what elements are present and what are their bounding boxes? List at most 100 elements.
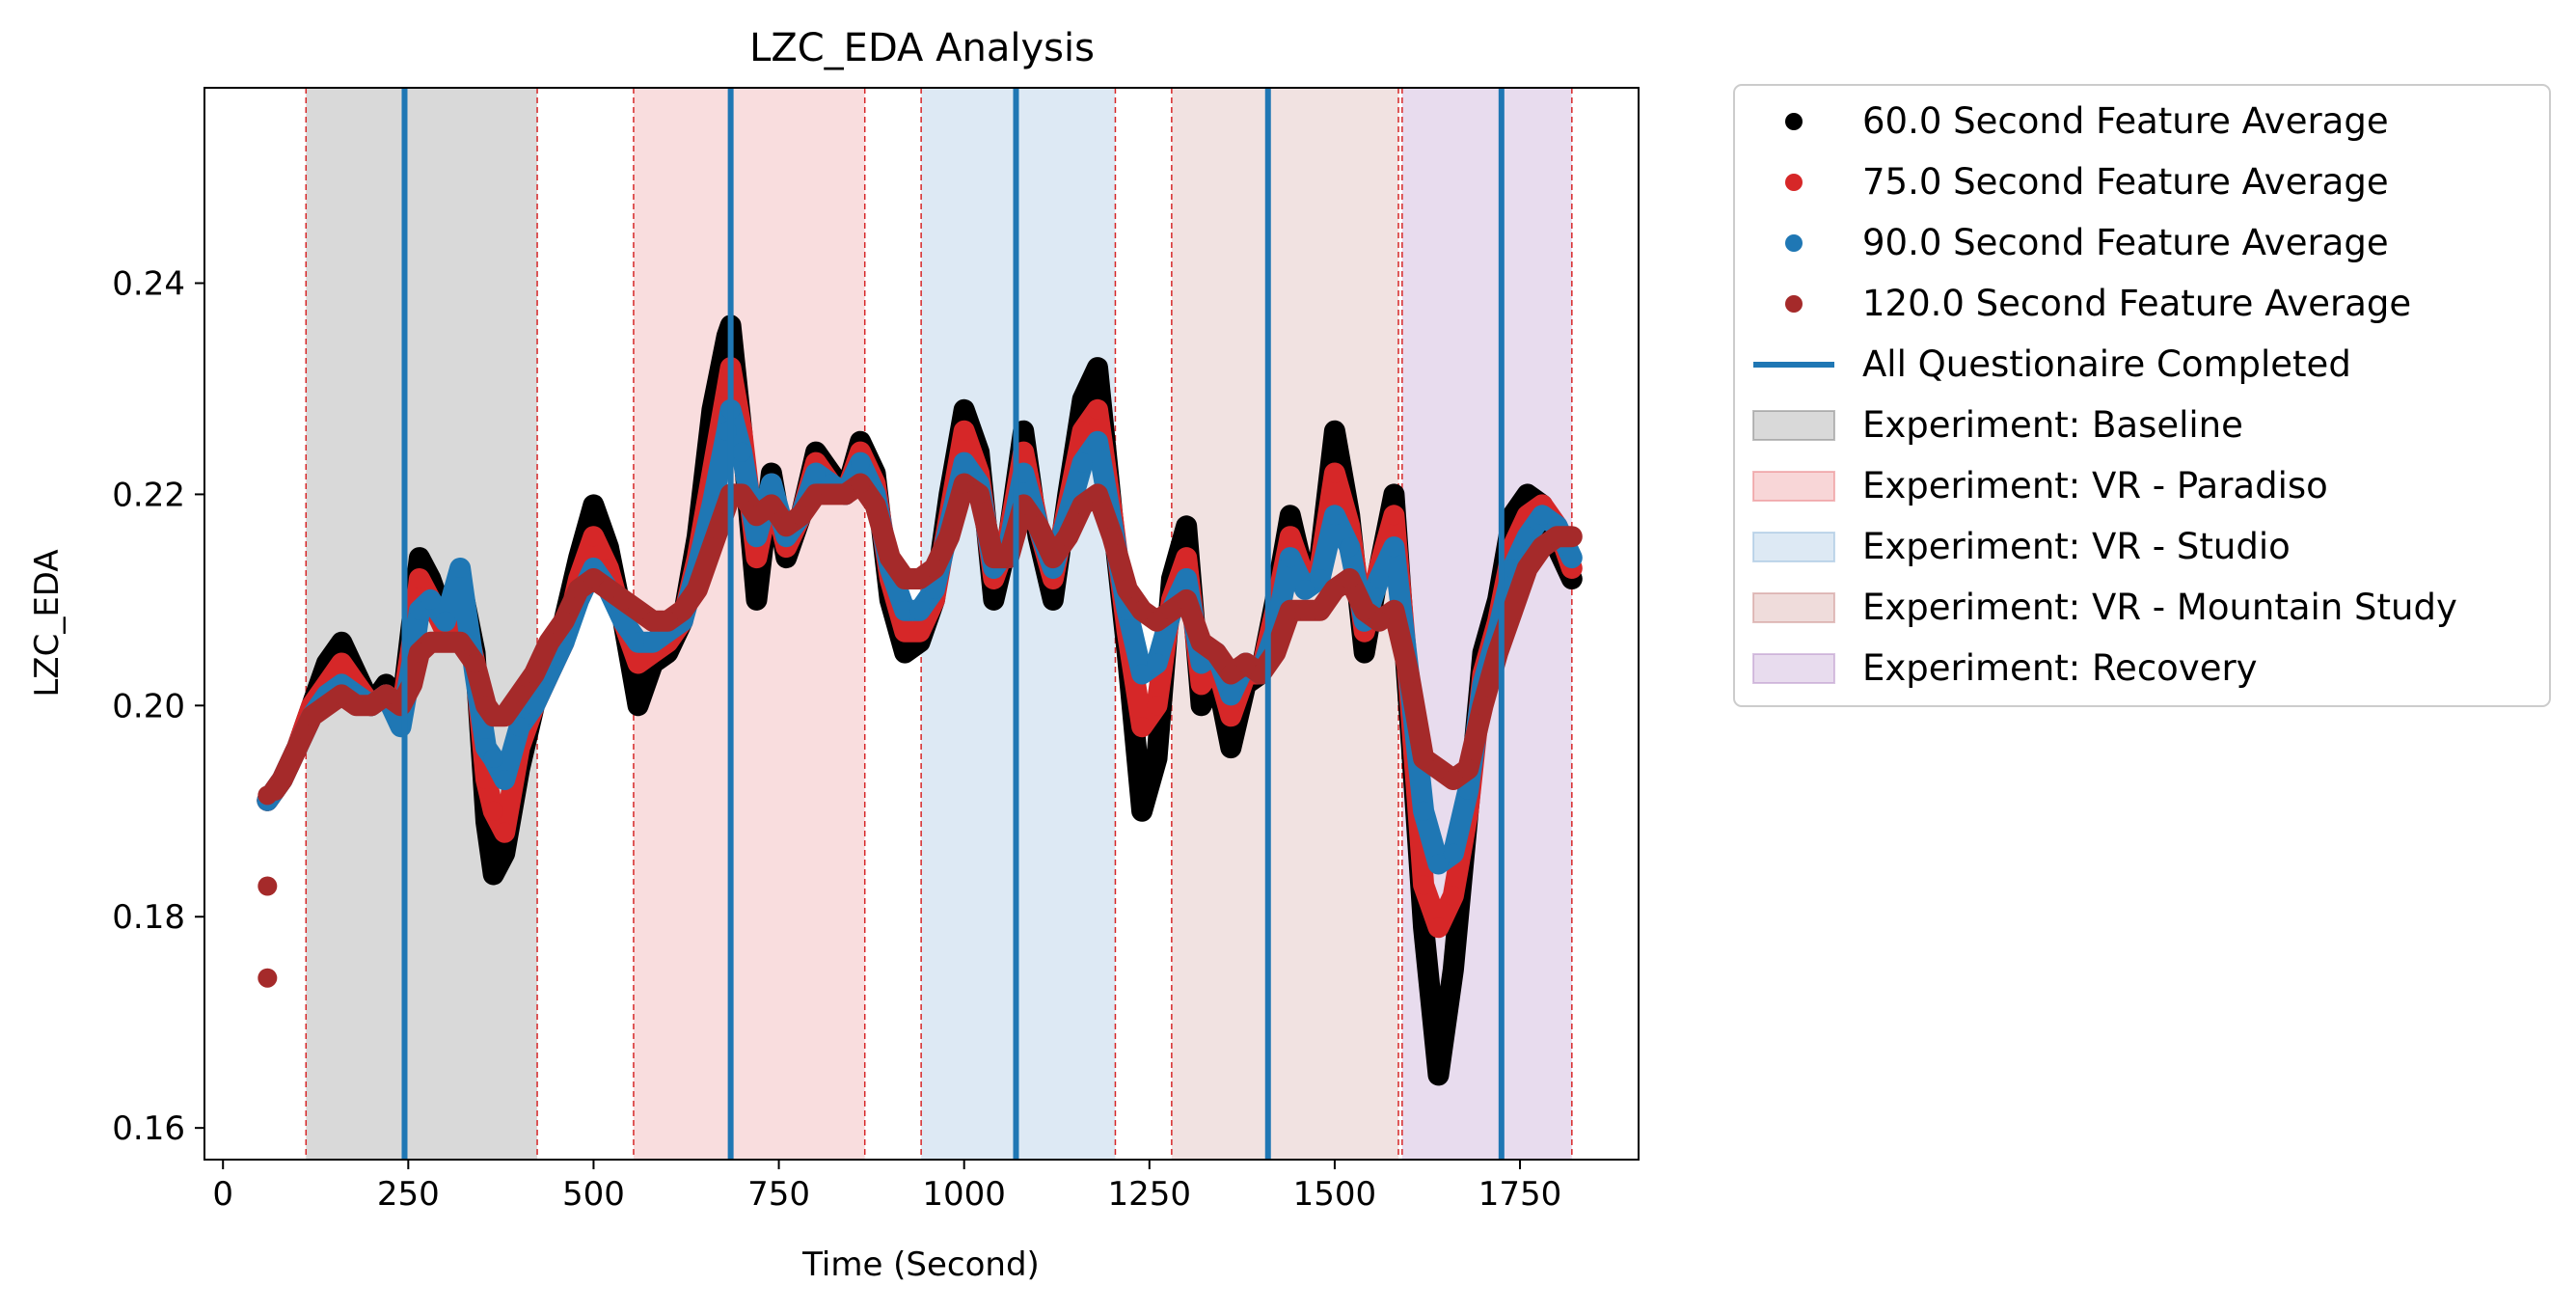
data-point <box>1043 589 1063 610</box>
data-point <box>287 738 308 758</box>
legend-swatch <box>1752 592 1835 623</box>
data-point <box>1117 579 1137 599</box>
legend-entry: 75.0 Second Feature Average <box>1785 161 2389 203</box>
data-point <box>1428 759 1449 780</box>
data-point <box>554 611 574 631</box>
data-point <box>895 621 915 642</box>
data-point <box>1561 548 1582 568</box>
data-point <box>1324 421 1344 441</box>
legend-swatch <box>1752 471 1835 502</box>
data-point <box>483 801 503 821</box>
data-point <box>746 589 767 610</box>
data-point <box>1487 643 1507 663</box>
data-point <box>1384 600 1404 620</box>
data-point <box>1088 484 1108 505</box>
data-point <box>1369 568 1390 588</box>
data-point <box>702 537 722 558</box>
x-axis: 0 250 500 750 1000 1250 1500 1750 <box>212 1160 1561 1214</box>
data-point <box>1280 548 1300 568</box>
data-point <box>628 653 648 673</box>
data-point <box>258 968 278 988</box>
data-point <box>1280 506 1300 526</box>
data-point <box>524 664 544 684</box>
data-point <box>954 421 974 441</box>
legend-marker <box>1785 113 1803 130</box>
x-tick-label: 1250 <box>1108 1175 1192 1214</box>
data-point <box>658 611 678 631</box>
data-point <box>1058 527 1078 547</box>
legend-swatch <box>1752 653 1835 684</box>
data-point <box>1398 664 1419 684</box>
legend-label: 90.0 Second Feature Average <box>1862 222 2389 263</box>
data-point <box>628 600 648 620</box>
data-point <box>1221 664 1241 684</box>
data-point <box>332 632 352 652</box>
data-point <box>1384 537 1404 558</box>
y-tick-label: 0.16 <box>112 1109 185 1148</box>
data-point <box>1177 568 1197 588</box>
legend-entry: All Questionaire Completed <box>1753 343 2351 385</box>
data-point <box>1088 431 1108 451</box>
legend-marker <box>1785 234 1803 252</box>
data-point <box>495 706 515 726</box>
data-point <box>420 632 441 652</box>
legend-label: All Questionaire Completed <box>1862 343 2351 385</box>
data-point <box>1088 358 1108 378</box>
legend-frame <box>1733 84 2551 707</box>
x-tick-label: 1500 <box>1293 1175 1377 1214</box>
data-point <box>1503 600 1523 620</box>
data-point <box>509 717 529 737</box>
legend-entry: 90.0 Second Feature Average <box>1785 222 2389 263</box>
data-point <box>909 621 930 642</box>
legend-label: Experiment: VR - Mountain Study <box>1862 587 2457 628</box>
data-point <box>1147 696 1167 716</box>
data-point <box>805 484 826 505</box>
data-point <box>628 696 648 716</box>
data-point <box>465 653 485 673</box>
data-point <box>435 611 455 631</box>
legend: 60.0 Second Feature Average 75.0 Second F… <box>1733 84 2551 707</box>
data-point <box>1414 749 1434 769</box>
data-point <box>1458 759 1478 780</box>
legend-label: 120.0 Second Feature Average <box>1862 283 2411 324</box>
data-point <box>316 696 337 716</box>
data-point <box>569 579 589 599</box>
data-point <box>1517 527 1537 547</box>
data-point <box>1428 917 1449 938</box>
data-point <box>880 548 900 568</box>
y-tick-label: 0.18 <box>112 898 185 937</box>
plot-area <box>203 87 1640 1161</box>
data-point <box>1547 527 1567 547</box>
data-point <box>332 653 352 673</box>
data-point <box>583 527 604 547</box>
legend-label: Experiment: VR - Paradiso <box>1862 465 2328 506</box>
data-point <box>1161 600 1181 620</box>
data-point <box>1177 548 1197 568</box>
data-point <box>1324 579 1344 599</box>
data-point <box>361 696 381 716</box>
data-point <box>1310 600 1330 620</box>
data-point <box>1221 706 1241 726</box>
data-point <box>1354 600 1374 620</box>
data-point <box>332 685 352 705</box>
data-point <box>1340 537 1360 558</box>
data-point <box>1206 643 1226 663</box>
data-point <box>1132 600 1152 620</box>
data-point <box>835 484 855 505</box>
data-point <box>1517 559 1537 579</box>
data-point <box>1414 875 1434 895</box>
data-point <box>483 749 503 769</box>
data-point <box>1221 738 1241 758</box>
data-point <box>583 568 604 588</box>
data-point <box>761 474 781 494</box>
data-point <box>1072 421 1093 441</box>
data-point <box>642 611 663 631</box>
data-point <box>642 632 663 652</box>
data-point <box>302 706 322 726</box>
data-point <box>909 568 930 588</box>
data-point <box>954 474 974 494</box>
data-point <box>984 589 1004 610</box>
x-tick-label: 250 <box>377 1175 440 1214</box>
data-point <box>1191 674 1211 695</box>
